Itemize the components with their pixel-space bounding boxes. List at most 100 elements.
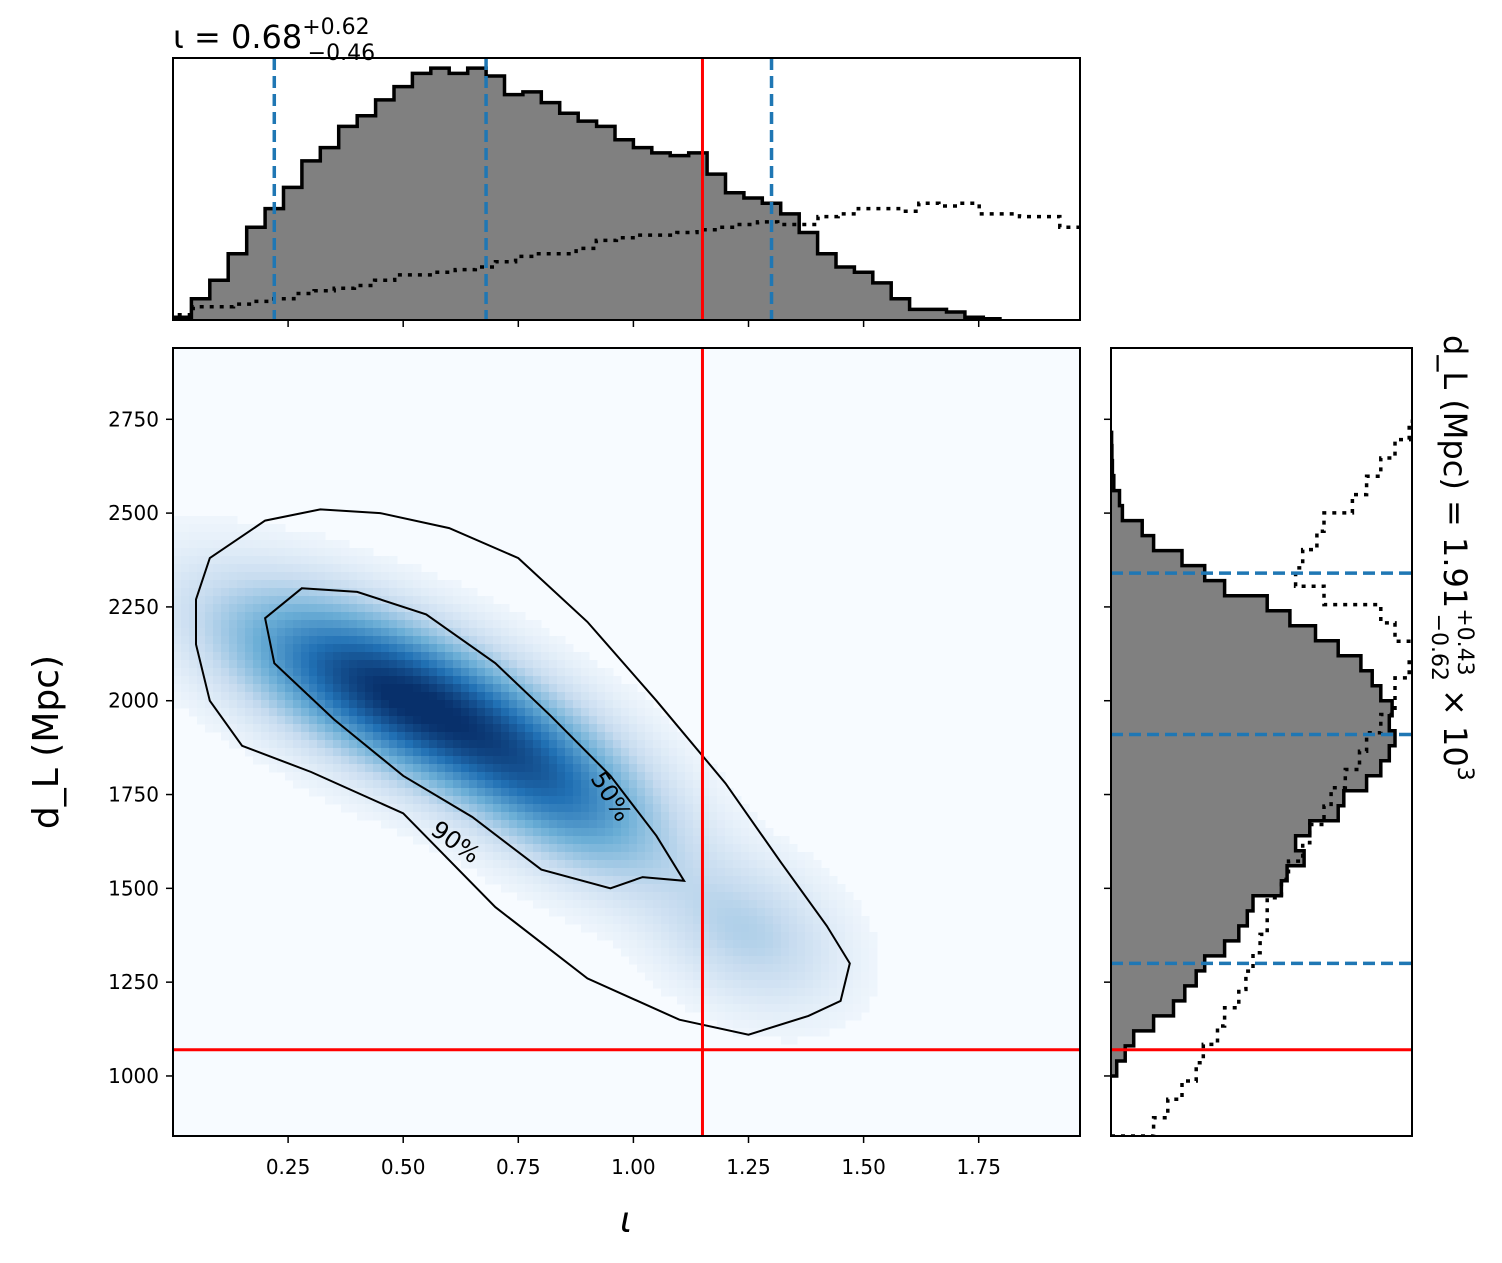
density-cell [397, 772, 406, 781]
density-cell [525, 884, 534, 893]
density-cell [581, 828, 590, 837]
density-cell [637, 828, 646, 837]
density-cell [453, 660, 462, 669]
density-cell [701, 1012, 710, 1021]
density-cell [853, 900, 862, 909]
density-cell [741, 860, 750, 869]
density-cell [797, 988, 806, 997]
density-cell [573, 780, 582, 789]
density-cell [669, 900, 678, 909]
density-cell [773, 988, 782, 997]
density-cell [645, 796, 654, 805]
density-cell [565, 828, 574, 837]
density-cell [701, 996, 710, 1005]
density-cell [261, 692, 270, 701]
density-cell [717, 940, 726, 949]
density-cell [437, 676, 446, 685]
density-cell [829, 884, 838, 893]
density-cell [269, 548, 278, 557]
density-cell [797, 932, 806, 941]
density-cell [173, 532, 182, 541]
density-cell [381, 700, 390, 709]
density-cell [685, 884, 694, 893]
density-cell [757, 972, 766, 981]
density-cell [573, 804, 582, 813]
density-cell [725, 1004, 734, 1013]
density-cell [581, 892, 590, 901]
density-cell [733, 908, 742, 917]
density-cell [533, 772, 542, 781]
density-cell [333, 596, 342, 605]
density-cell [397, 596, 406, 605]
density-cell [717, 1012, 726, 1021]
density-cell [661, 724, 670, 733]
density-cell [389, 724, 398, 733]
density-cell [261, 524, 270, 533]
density-cell [597, 756, 606, 765]
density-cell [661, 908, 670, 917]
density-cell [445, 844, 454, 853]
density-cell [781, 1036, 790, 1045]
density-cell [493, 628, 502, 637]
density-cell [517, 868, 526, 877]
y-axis-label: d_L (Mpc) [26, 655, 67, 829]
density-cell [461, 636, 470, 645]
density-cell [749, 948, 758, 957]
density-cell [429, 628, 438, 637]
density-cell [205, 516, 214, 525]
density-cell [357, 724, 366, 733]
density-cell [325, 708, 334, 717]
density-cell [845, 932, 854, 941]
density-cell [341, 652, 350, 661]
density-cell [693, 804, 702, 813]
density-cell [365, 796, 374, 805]
density-cell [813, 892, 822, 901]
density-cell [629, 884, 638, 893]
density-cell [725, 940, 734, 949]
density-cell [581, 652, 590, 661]
density-cell [237, 644, 246, 653]
density-cell [373, 580, 382, 589]
density-cell [589, 916, 598, 925]
density-cell [813, 932, 822, 941]
density-cell [533, 812, 542, 821]
density-cell [213, 716, 222, 725]
density-cell [869, 988, 878, 997]
density-cell [341, 572, 350, 581]
density-cell [605, 668, 614, 677]
density-cell [653, 940, 662, 949]
density-cell [549, 828, 558, 837]
density-cell [565, 908, 574, 917]
density-cell [365, 548, 374, 557]
density-cell [501, 716, 510, 725]
density-cell [517, 812, 526, 821]
density-cell [285, 668, 294, 677]
density-cell [469, 692, 478, 701]
density-cell [661, 972, 670, 981]
density-cell [813, 940, 822, 949]
density-cell [541, 732, 550, 741]
density-cell [821, 948, 830, 957]
density-cell [365, 580, 374, 589]
density-cell [221, 596, 230, 605]
density-cell [493, 676, 502, 685]
density-cell [381, 804, 390, 813]
density-cell [261, 580, 270, 589]
density-cell [557, 708, 566, 717]
density-cell [493, 604, 502, 613]
density-cell [381, 748, 390, 757]
density-cell [613, 892, 622, 901]
density-cell [269, 732, 278, 741]
density-cell [365, 652, 374, 661]
density-cell [677, 964, 686, 973]
density-cell [253, 580, 262, 589]
density-cell [741, 844, 750, 853]
density-cell [405, 580, 414, 589]
density-cell [677, 924, 686, 933]
density-cell [325, 652, 334, 661]
density-cell [813, 1004, 822, 1013]
density-cell [517, 884, 526, 893]
density-cell [517, 676, 526, 685]
density-cell [533, 684, 542, 693]
density-cell [589, 676, 598, 685]
